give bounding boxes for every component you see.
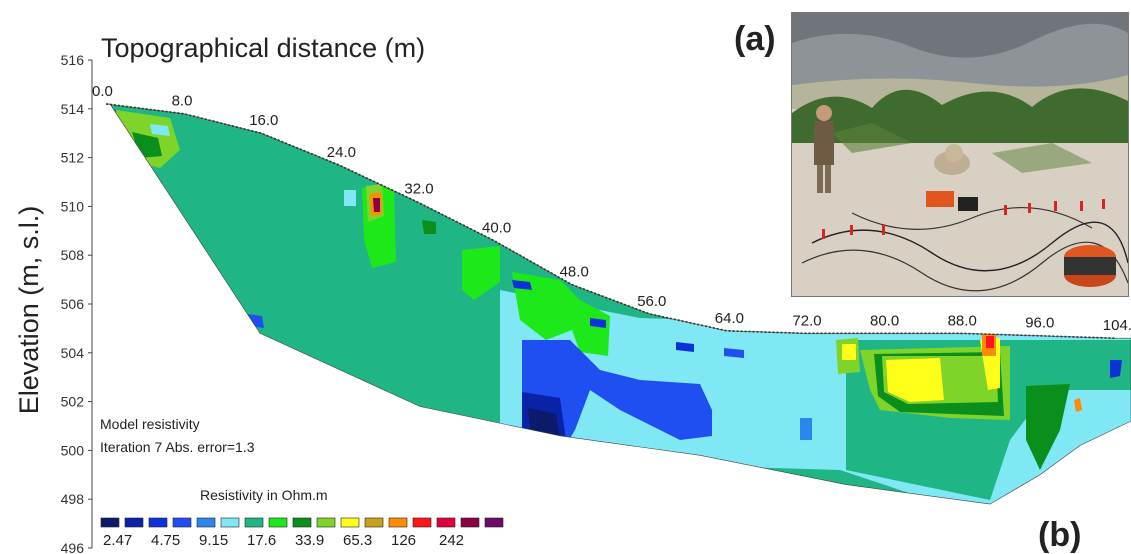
zone-blue-left-tip: [248, 314, 264, 328]
zone-cyan-left: [150, 124, 170, 136]
y-axis-title: Elevation (m, s.l.): [14, 206, 44, 415]
x-tick-label: 16.0: [249, 112, 278, 129]
legend-swatch: [436, 517, 456, 528]
legend: 2.47 4.75 9.15 17.6 33.9 65.3 126 242: [100, 517, 504, 549]
x-tick-label: 0.0: [92, 83, 113, 100]
annotation-iteration: Iteration 7 Abs. error=1.3: [100, 439, 255, 455]
legend-swatch: [292, 517, 312, 528]
x-tick-label: 88.0: [948, 312, 977, 329]
y-tick-label: 500: [61, 442, 85, 458]
legend-swatch: [484, 517, 504, 528]
legend-swatch: [340, 517, 360, 528]
zone-blue-small-1: [512, 280, 532, 290]
y-tick-label: 504: [61, 345, 85, 361]
y-tick-label: 498: [61, 491, 85, 507]
y-tick-label: 516: [61, 52, 85, 68]
legend-swatch: [172, 517, 192, 528]
x-tick-label: 96.0: [1025, 315, 1054, 332]
legend-label: 65.3: [343, 532, 372, 549]
y-tick-label: 506: [61, 296, 85, 312]
field-photo: [791, 12, 1129, 297]
zone-green-lobes: [512, 272, 610, 356]
zone-red-96: [986, 336, 994, 348]
legend-swatch: [460, 517, 480, 528]
zone-blue-body: [522, 340, 712, 445]
zone-blue-small-3: [676, 342, 694, 352]
zone-green-48: [462, 246, 500, 300]
zone-blue-far: [1110, 360, 1122, 378]
legend-swatch: [244, 517, 264, 528]
x-tick-label: 72.0: [792, 312, 821, 329]
legend-label: 4.75: [151, 532, 180, 549]
zone-blue-small-5: [800, 418, 812, 440]
legend-swatch: [388, 517, 408, 528]
legend-swatch: [100, 517, 120, 528]
x-tick-label: 80.0: [870, 312, 899, 329]
legend-swatch: [220, 517, 240, 528]
zone-cyan-32: [344, 190, 356, 206]
legend-swatch: [364, 517, 384, 528]
x-tick-label: 24.0: [327, 144, 356, 161]
legend-label: 2.47: [103, 532, 132, 549]
x-tick-group: 0.0 8.0 16.0 24.0 32.0 40.0 48.0 56.0 64.0 72.0 80…: [92, 83, 1131, 334]
legend-label: 17.6: [247, 532, 276, 549]
x-tick-label: 104.0: [1103, 317, 1131, 334]
zone-yellow-80: [842, 344, 856, 360]
x-tick-label: 32.0: [404, 181, 433, 198]
legend-swatch: [196, 517, 216, 528]
legend-label: 9.15: [199, 532, 228, 549]
zone-orange-far: [1074, 398, 1082, 412]
y-tick-label: 502: [61, 394, 85, 410]
zone-blue-small-2: [590, 318, 606, 328]
zone-blue-small-4: [724, 348, 744, 358]
legend-label: 33.9: [295, 532, 324, 549]
zone-green-44: [422, 220, 436, 234]
legend-label: 126: [391, 532, 416, 549]
y-tick-label: 514: [61, 101, 85, 117]
zone-darkgreen-far: [1026, 384, 1070, 470]
legend-swatch: [316, 517, 336, 528]
x-tick-label: 8.0: [172, 93, 193, 110]
x-tick-label: 56.0: [637, 293, 666, 310]
y-tick-label: 512: [61, 150, 85, 166]
panel-a-label: (a): [734, 20, 776, 58]
legend-label: 242: [439, 532, 464, 549]
x-tick-label: 40.0: [482, 220, 511, 237]
x-tick-label: 64.0: [715, 310, 744, 327]
legend-swatch: [412, 517, 432, 528]
legend-swatch: [268, 517, 288, 528]
y-tick-label: 496: [61, 540, 85, 554]
section-outline: [105, 103, 1131, 505]
y-tick-group: 516 514 512 510 508 506 504 502 500 498 496: [61, 52, 92, 554]
legend-swatch: [124, 517, 144, 528]
legend-swatch: [148, 517, 168, 528]
x-axis-title: Topographical distance (m): [101, 33, 425, 63]
zone-yellow-body: [886, 358, 944, 402]
y-tick-label: 508: [61, 247, 85, 263]
annotation-model: Model resistivity: [100, 416, 200, 432]
x-tick-label: 48.0: [560, 263, 589, 280]
zone-anomaly-32-core: [373, 198, 380, 212]
panel-b-label: (b): [1038, 516, 1081, 554]
y-tick-label: 510: [61, 198, 85, 214]
legend-title: Resistivity in Ohm.m: [200, 487, 328, 503]
